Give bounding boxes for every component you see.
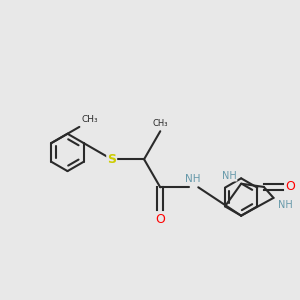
Text: CH₃: CH₃ <box>152 119 168 128</box>
Text: O: O <box>286 180 296 194</box>
Text: NH: NH <box>222 171 237 181</box>
Text: CH₃: CH₃ <box>82 116 98 124</box>
Text: S: S <box>107 153 116 166</box>
Text: NH: NH <box>185 174 200 184</box>
Text: NH: NH <box>278 200 292 210</box>
Text: O: O <box>155 213 165 226</box>
